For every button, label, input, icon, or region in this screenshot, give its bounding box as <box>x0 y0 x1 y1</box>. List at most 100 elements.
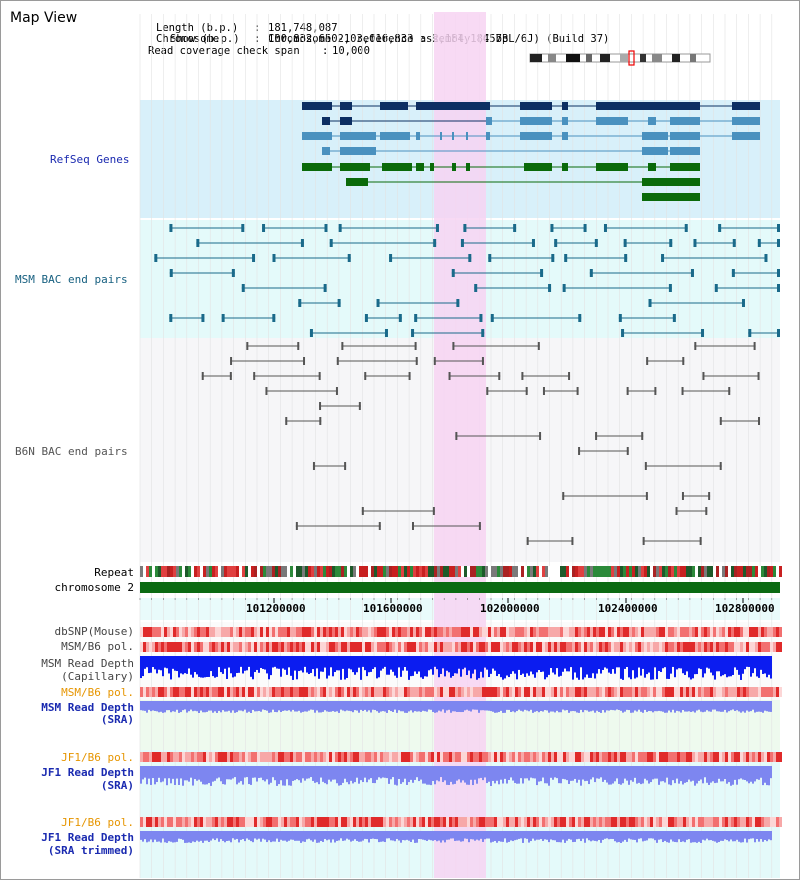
polymorphism-heat <box>629 687 632 697</box>
polymorphism-heat <box>254 817 257 827</box>
polymorphism-heat <box>317 817 320 827</box>
polymorphism-heat <box>515 642 518 652</box>
read-depth-bar <box>262 701 264 710</box>
polymorphism-heat <box>206 752 209 762</box>
polymorphism-heat <box>440 627 443 637</box>
repeat-mark <box>311 566 314 577</box>
read-depth-bar <box>484 766 486 778</box>
repeat-mark <box>473 566 476 577</box>
polymorphism-heat <box>380 817 383 827</box>
msm-bac-end <box>583 224 587 232</box>
polymorphism-heat <box>659 642 662 652</box>
read-depth-bar <box>482 831 484 842</box>
read-depth-bar <box>736 656 738 670</box>
repeat-mark <box>440 566 443 577</box>
repeat-mark <box>602 566 605 577</box>
polymorphism-heat <box>533 627 536 637</box>
read-depth-bar <box>170 831 172 842</box>
polymorphism-heat <box>455 642 458 652</box>
polymorphism-heat <box>176 752 179 762</box>
repeat-mark <box>452 566 455 577</box>
polymorphism-heat <box>650 752 653 762</box>
polymorphism-heat <box>371 687 374 697</box>
polymorphism-heat <box>371 642 374 652</box>
read-depth-bar <box>574 701 576 712</box>
read-depth-bar <box>654 701 656 712</box>
axis-tick-label: 102800000 <box>715 602 775 615</box>
polymorphism-heat <box>749 687 752 697</box>
read-depth-bar <box>478 831 480 841</box>
polymorphism-heat <box>770 642 773 652</box>
repeat-mark <box>233 566 236 577</box>
read-depth-bar <box>526 831 528 839</box>
read-depth-bar <box>478 656 480 679</box>
read-depth-bar <box>362 656 364 667</box>
read-depth-bar <box>520 766 522 779</box>
read-depth-bar <box>630 656 632 680</box>
polymorphism-heat <box>638 752 641 762</box>
read-depth-bar <box>464 766 466 783</box>
read-depth-bar <box>244 831 246 842</box>
read-depth-bar <box>164 831 166 843</box>
read-depth-bar <box>190 701 192 710</box>
polymorphism-heat <box>449 752 452 762</box>
polymorphism-heat <box>329 687 332 697</box>
read-depth-bar <box>510 656 512 674</box>
read-depth-bar <box>680 656 682 669</box>
polymorphism-heat <box>542 752 545 762</box>
polymorphism-heat <box>731 817 734 827</box>
msm-bac-end <box>741 299 745 307</box>
read-depth-bar <box>454 831 456 841</box>
selected-region-highlight <box>434 12 486 878</box>
read-depth-bar <box>314 701 316 713</box>
polymorphism-heat <box>407 627 410 637</box>
read-depth-bar <box>268 831 270 841</box>
read-depth-bar <box>150 701 152 712</box>
read-depth-bar <box>648 766 650 784</box>
read-depth-bar <box>528 831 530 843</box>
polymorphism-heat <box>563 817 566 827</box>
polymorphism-heat <box>680 627 683 637</box>
polymorphism-heat <box>677 752 680 762</box>
read-depth-bar <box>440 766 442 778</box>
read-depth-bar <box>262 766 264 781</box>
read-depth-bar <box>296 656 298 680</box>
repeat-mark <box>536 566 539 577</box>
polymorphism-heat <box>389 642 392 652</box>
polymorphism-heat <box>173 752 176 762</box>
polymorphism-heat <box>209 817 212 827</box>
polymorphism-heat <box>578 817 581 827</box>
repeat-mark <box>551 566 554 577</box>
read-depth-bar <box>690 656 692 680</box>
polymorphism-heat <box>236 627 239 637</box>
read-depth-bar <box>472 701 474 710</box>
read-depth-bar <box>522 766 524 784</box>
read-depth-bar <box>438 831 440 841</box>
polymorphism-heat <box>752 817 755 827</box>
polymorphism-heat <box>641 627 644 637</box>
repeat-mark <box>293 566 296 577</box>
read-depth-bar <box>612 766 614 784</box>
read-depth-bar <box>382 766 384 778</box>
repeat-mark <box>203 566 206 577</box>
polymorphism-heat <box>140 642 143 652</box>
read-depth-bar <box>348 701 350 711</box>
read-depth-bar <box>352 701 354 713</box>
read-depth-bar <box>606 656 608 669</box>
polymorphism-heat <box>419 752 422 762</box>
read-depth-bar <box>200 656 202 678</box>
b6n-bac-end <box>285 417 288 425</box>
repeat-mark <box>578 566 581 577</box>
polymorphism-heat <box>656 752 659 762</box>
read-depth-bar <box>408 656 410 680</box>
gene-exon <box>562 163 568 171</box>
read-depth-bar <box>526 766 528 779</box>
read-depth-bar <box>632 656 634 671</box>
polymorphism-heat <box>365 687 368 697</box>
polymorphism-heat <box>707 817 710 827</box>
polymorphism-heat <box>338 642 341 652</box>
polymorphism-heat <box>416 687 419 697</box>
polymorphism-heat <box>692 752 695 762</box>
polymorphism-heat <box>734 817 737 827</box>
